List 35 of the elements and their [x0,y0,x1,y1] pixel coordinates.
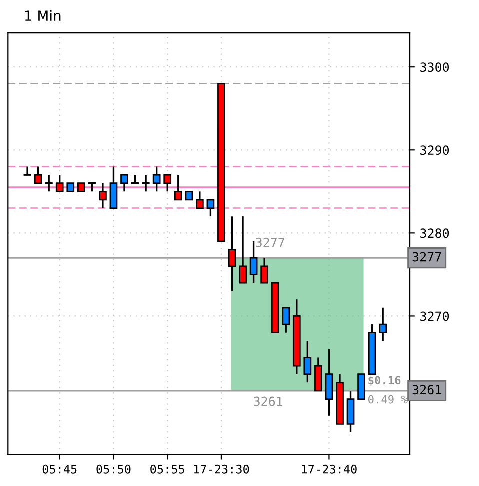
candlestick [206,199,215,218]
ref-line-label: 3261 [412,385,442,395]
candlestick [120,174,128,192]
y-tick-label: 3270 [420,312,450,322]
annotation: $0.16 [368,376,401,386]
x-tick-label: 05:45 [42,464,77,474]
y-tick-label: 3300 [420,62,450,72]
y-tick-label: 3290 [420,146,450,156]
candlestick [260,257,268,284]
x-tick-label: 17-23:40 [302,464,357,474]
candlestick [228,216,236,292]
annotation: 0.49 % [368,395,408,404]
candlestick [141,174,151,192]
candlestick [44,174,54,192]
candlestick [164,174,172,192]
candlestick [152,166,161,192]
candlestick [99,182,107,210]
x-tick-label: 17-23:30 [194,464,250,474]
ref-line-label: 3277 [412,252,442,262]
chart-title: 1 Min [25,10,61,21]
candlestick [239,216,247,284]
annotation: 3261 [254,396,283,406]
candlestick [22,166,32,176]
candlestick [56,174,64,192]
candlestick [174,174,182,201]
candlestick [379,307,388,342]
x-tick-label: 05:55 [150,464,184,474]
annotation: 3277 [256,238,284,248]
candlestick [304,340,312,384]
y-tick-label: 3280 [420,228,450,238]
x-tick-label: 05:50 [96,464,131,474]
candlestick [196,190,204,210]
candlestick [34,166,42,184]
candlestick [250,240,258,284]
candlestick [282,307,290,334]
